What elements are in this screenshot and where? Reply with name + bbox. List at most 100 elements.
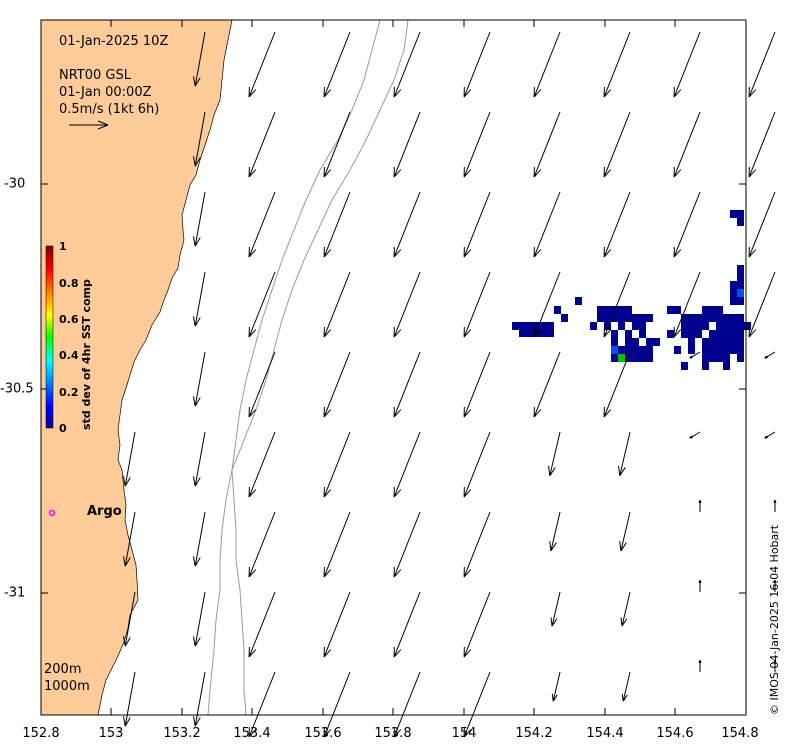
current-vector-icon — [673, 271, 701, 338]
x-tick-label: 154.4 — [586, 726, 624, 741]
current-vector-icon — [248, 591, 276, 658]
sst-pixel — [716, 330, 723, 338]
sst-pixel — [723, 338, 730, 346]
sst-pixel — [730, 281, 737, 289]
sst-pixel — [737, 346, 744, 354]
sst-pixel — [618, 306, 625, 314]
sst-pixel — [702, 338, 709, 346]
current-vector-icon — [393, 671, 421, 738]
sst-pixel — [625, 346, 632, 354]
cbar-tick: 1 — [59, 240, 67, 253]
sst-pixel — [632, 338, 639, 346]
scale-arrow-icon — [69, 120, 109, 130]
sst-pixel — [639, 314, 646, 322]
sst-pixel — [709, 314, 716, 322]
sst-pixel — [723, 362, 730, 370]
current-vector-icon — [603, 271, 631, 338]
current-vector-icon — [463, 31, 491, 98]
current-vector-icon — [393, 431, 421, 498]
sst-pixel — [702, 314, 709, 322]
sst-pixel — [730, 322, 737, 330]
current-vector-icon — [393, 191, 421, 258]
current-vector-icon — [123, 591, 136, 647]
current-vector-icon — [463, 591, 491, 658]
sst-pixel — [681, 330, 688, 338]
current-vector-icon — [533, 31, 561, 98]
sst-pixel — [737, 322, 744, 330]
sst-pixel — [618, 314, 625, 322]
isobath-legend-200: 200m — [44, 662, 82, 677]
credit-text: © IMOS 04-Jan-2025 16:04 Hobart — [768, 524, 781, 715]
sst-pixel — [632, 346, 639, 354]
current-vector-icon — [323, 591, 351, 658]
current-vector-icon — [673, 31, 701, 98]
argo-label: Argo — [87, 504, 122, 519]
sst-pixel — [646, 338, 653, 346]
sst-pixel — [561, 314, 568, 322]
sst-pixel — [716, 346, 723, 354]
sst-pixel — [611, 346, 618, 354]
x-tick-label: 153.2 — [163, 726, 201, 741]
current-vector-icon — [248, 511, 276, 578]
sst-pixel — [519, 329, 526, 337]
sst-pixel — [618, 354, 625, 362]
current-vector-icon — [393, 591, 421, 658]
sst-pixel — [695, 314, 702, 322]
x-tick-label: 153.8 — [374, 726, 412, 741]
scale-label: 0.5m/s (1kt 6h) — [59, 102, 160, 117]
sst-pixel — [730, 210, 737, 218]
current-vector-icon — [748, 271, 776, 338]
sst-pixel — [737, 265, 744, 273]
current-vector-icon — [603, 31, 631, 98]
sst-pixel — [611, 314, 618, 322]
current-vector-icon — [248, 271, 276, 338]
current-vector-icon — [323, 31, 351, 98]
sst-pixel — [688, 338, 695, 346]
sst-pixel — [709, 330, 716, 338]
sst-pixel — [709, 346, 716, 354]
sst-pixel — [597, 306, 604, 314]
sst-pixel — [526, 322, 533, 330]
sst-pixel — [625, 354, 632, 362]
sst-pixel — [737, 354, 744, 362]
sst-pixel — [639, 330, 646, 338]
x-tick-label: 154.8 — [721, 726, 759, 741]
current-vector-icon — [689, 431, 701, 439]
sst-pixel — [526, 329, 533, 337]
current-vector-icon — [323, 351, 351, 418]
current-vector-icon — [248, 431, 276, 498]
current-vector-icon — [764, 351, 776, 359]
sst-pixel — [681, 322, 688, 330]
sst-pixel — [604, 314, 611, 322]
sst-pixel — [639, 346, 646, 354]
current-vectors — [123, 31, 777, 738]
sst-pixel — [716, 314, 723, 322]
sst-pixel — [709, 338, 716, 346]
current-vector-icon — [123, 431, 136, 487]
current-vector-icon — [323, 431, 351, 498]
sst-pixel — [730, 330, 737, 338]
sst-pixel — [547, 322, 554, 330]
sst-pixel — [632, 322, 639, 330]
current-vector-icon — [123, 671, 136, 727]
sst-pixel — [547, 329, 554, 337]
current-vector-icon — [463, 111, 491, 178]
axis-ticks — [40, 20, 747, 715]
current-vector-icon — [323, 271, 351, 338]
current-vector-icon — [393, 111, 421, 178]
current-vector-icon — [323, 511, 351, 578]
current-vector-icon — [323, 191, 351, 258]
sst-pixel — [554, 306, 561, 314]
sst-pixel — [618, 322, 625, 330]
sst-pixel — [533, 322, 540, 330]
current-vector-icon — [698, 579, 702, 593]
sst-pixel — [625, 314, 632, 322]
sst-pixel — [646, 354, 653, 362]
sst-pixel — [646, 314, 653, 322]
current-vector-icon — [618, 431, 631, 477]
current-vector-icon — [698, 499, 702, 513]
current-vector-icon — [673, 191, 701, 258]
current-vector-icon — [463, 431, 491, 498]
current-vector-icon — [393, 31, 421, 98]
sst-pixel — [716, 338, 723, 346]
